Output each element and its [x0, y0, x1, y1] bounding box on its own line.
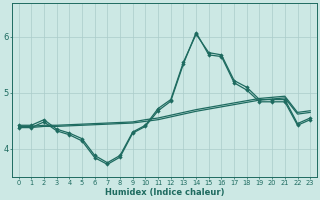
X-axis label: Humidex (Indice chaleur): Humidex (Indice chaleur) — [105, 188, 224, 197]
